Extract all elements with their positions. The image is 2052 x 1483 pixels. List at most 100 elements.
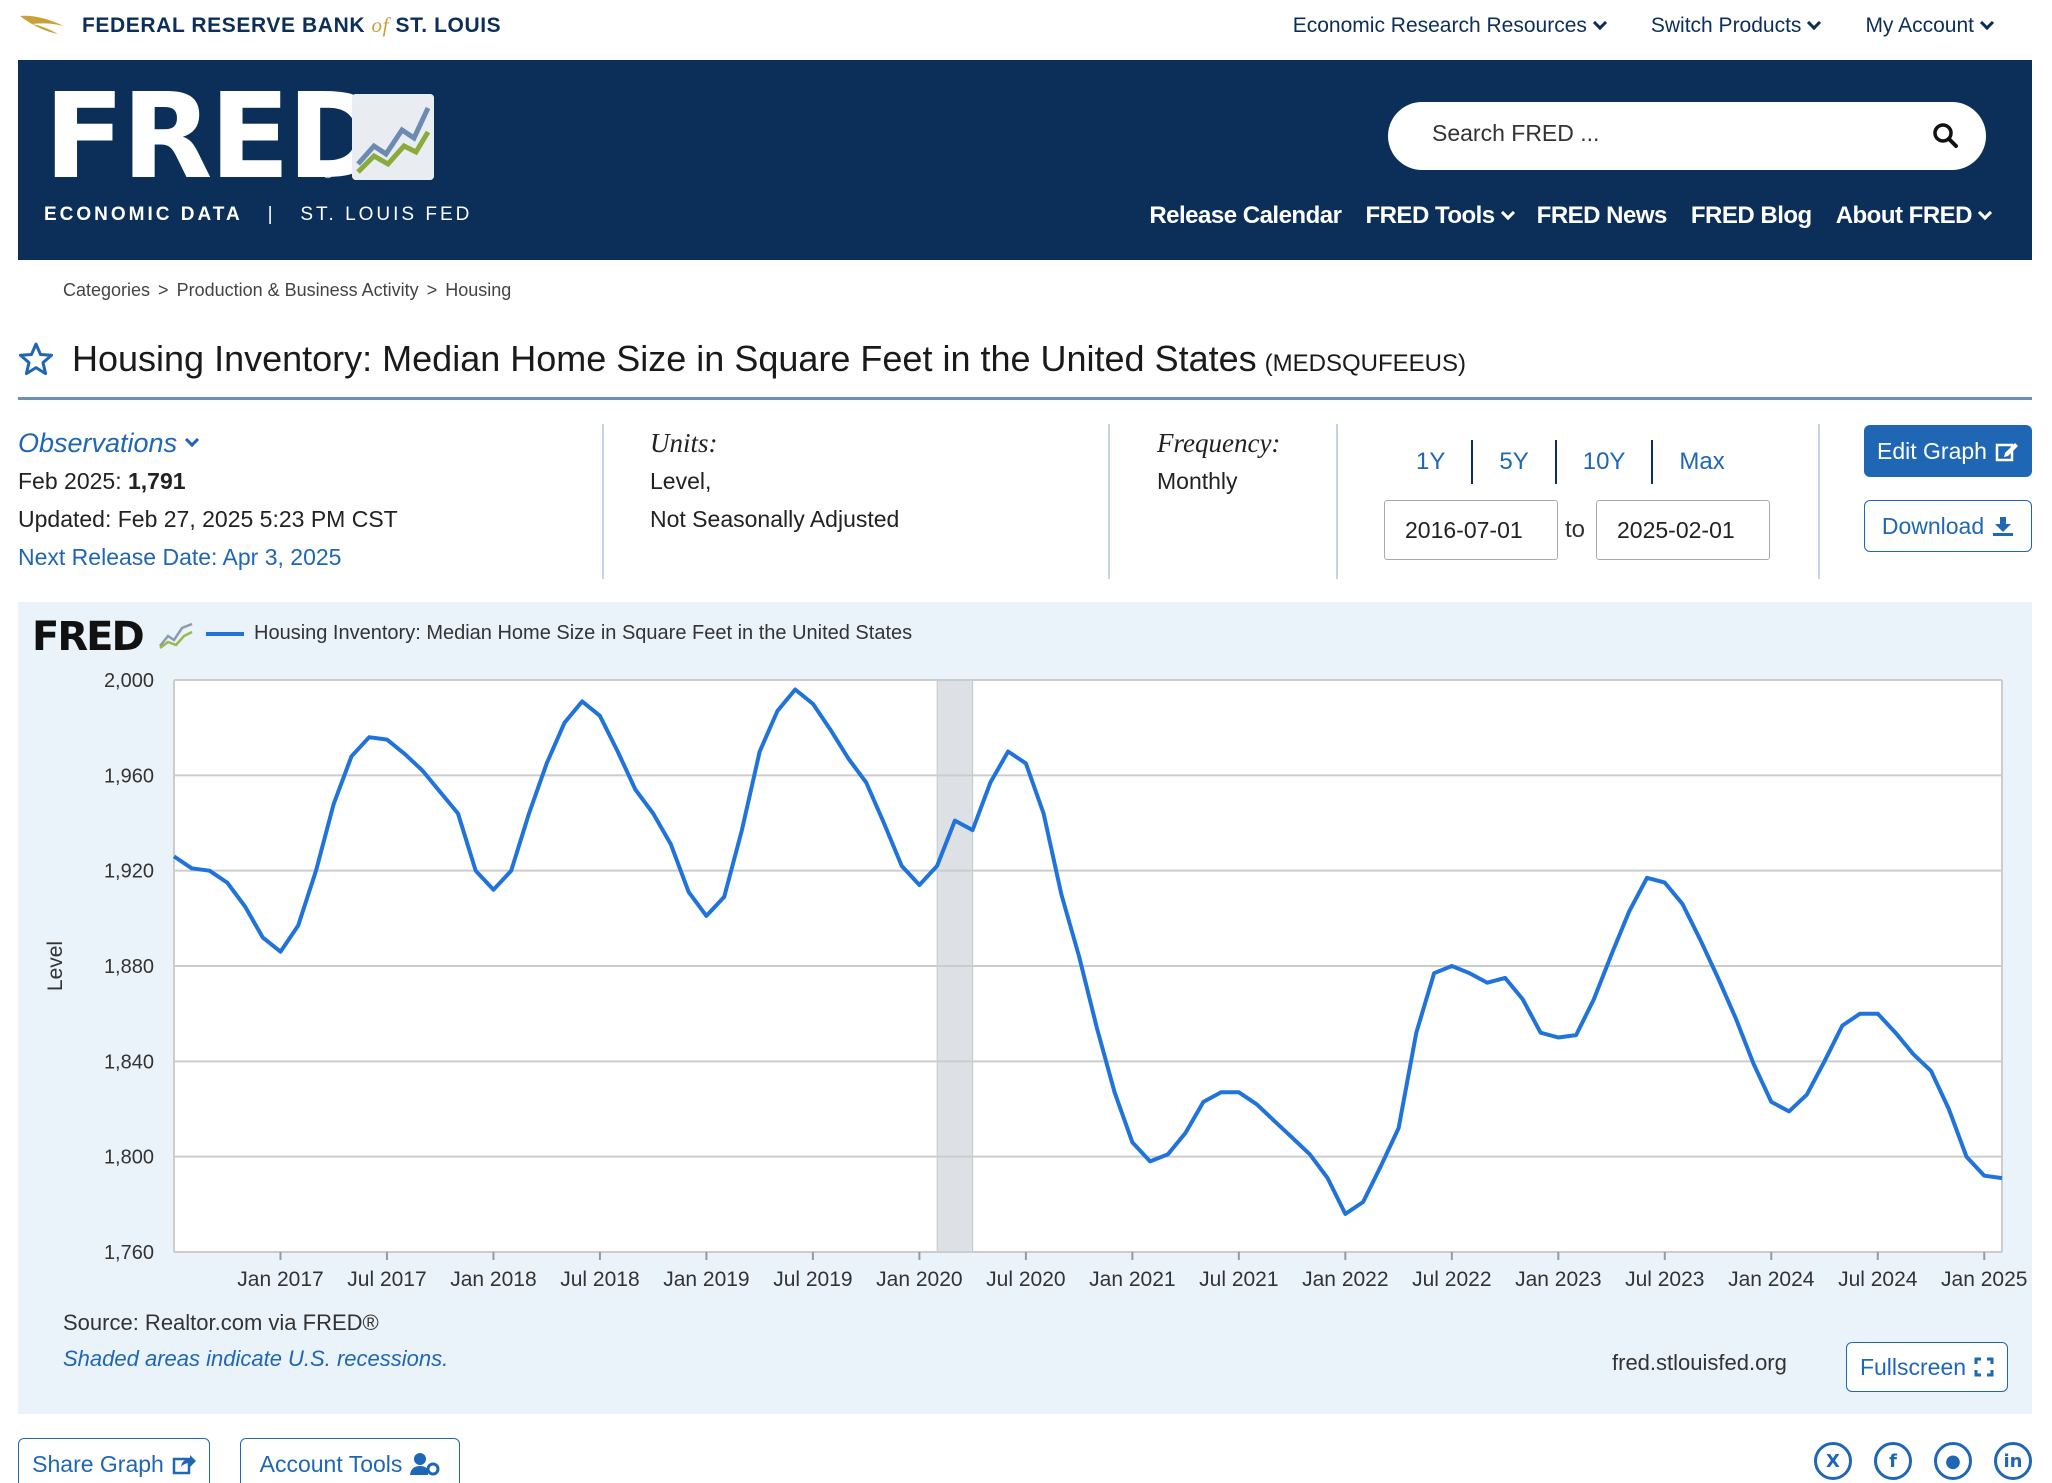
- series-title-row: Housing Inventory: Median Home Size in S…: [18, 338, 1466, 380]
- title-divider: [18, 397, 2032, 400]
- units-line-1: Level,: [650, 468, 712, 494]
- x-tick-label: Jan 2020: [876, 1268, 962, 1291]
- observations-panel: Observations Feb 2025: 1,791 Updated: Fe…: [18, 424, 398, 576]
- edit-icon: [1995, 443, 2018, 462]
- x-tick-label: Jul 2019: [773, 1268, 852, 1291]
- chevron-down-icon: [1500, 205, 1515, 221]
- nav-release-calendar[interactable]: Release Calendar: [1149, 202, 1342, 229]
- frequency-label: Frequency:: [1157, 428, 1281, 458]
- fred-header-banner: FRED ® ECONOMIC DATA | ST. LOUIS FED Rel…: [18, 60, 2032, 260]
- breadcrumb-separator: >: [158, 280, 169, 300]
- share-graph-button[interactable]: Share Graph: [18, 1438, 210, 1483]
- x-tick-label: Jul 2022: [1412, 1268, 1491, 1291]
- fullscreen-button[interactable]: Fullscreen: [1846, 1342, 2008, 1392]
- economic-research-resources-menu[interactable]: Economic Research Resources: [1293, 14, 1607, 38]
- y-tick-label: 1,960: [104, 765, 154, 787]
- legend-label: Housing Inventory: Median Home Size in S…: [254, 622, 913, 644]
- x-tick-label: Jan 2018: [450, 1268, 536, 1291]
- start-date-input[interactable]: 2016-07-01: [1384, 500, 1558, 560]
- x-tick-label: Jan 2019: [663, 1268, 749, 1291]
- column-divider: [1336, 424, 1338, 579]
- fred-logo-text[interactable]: FRED: [44, 67, 385, 205]
- breadcrumb-production[interactable]: Production & Business Activity: [176, 280, 419, 300]
- y-tick-label: 1,920: [104, 861, 154, 883]
- period-divider: [1554, 440, 1557, 484]
- top-utility-bar: FEDERAL RESERVE BANK of ST. LOUIS Econom…: [0, 0, 2052, 60]
- x-tick-label: Jan 2023: [1515, 1268, 1601, 1291]
- user-gear-icon: [410, 1453, 440, 1476]
- recession-note: Shaded areas indicate U.S. recessions.: [63, 1346, 449, 1371]
- share-graph-label: Share Graph: [32, 1450, 164, 1477]
- observations-toggle[interactable]: Observations: [18, 424, 398, 462]
- y-tick-label: 1,840: [104, 1051, 154, 1073]
- units-line-2: Not Seasonally Adjusted: [650, 506, 900, 532]
- x-tick-label: Jul 2024: [1838, 1268, 1918, 1291]
- breadcrumb-housing[interactable]: Housing: [445, 280, 512, 300]
- units-label: Units:: [650, 428, 718, 458]
- registered-mark: ®: [323, 166, 333, 181]
- facebook-icon[interactable]: f: [1874, 1442, 1912, 1480]
- download-label: Download: [1881, 512, 1985, 539]
- period-5y[interactable]: 5Y: [1499, 448, 1529, 475]
- period-1y[interactable]: 1Y: [1416, 448, 1446, 475]
- x-icon[interactable]: X: [1814, 1442, 1852, 1480]
- my-account-menu[interactable]: My Account: [1865, 14, 1995, 38]
- search-input[interactable]: [1432, 120, 1892, 147]
- frequency-value: Monthly: [1157, 468, 1238, 494]
- switch-products-menu[interactable]: Switch Products: [1651, 14, 1822, 38]
- bank-logo[interactable]: FEDERAL RESERVE BANK of ST. LOUIS: [18, 12, 501, 38]
- banner-subtitle: ECONOMIC DATA | ST. LOUIS FED: [44, 204, 473, 225]
- x-tick-label: Jul 2021: [1199, 1268, 1278, 1291]
- frequency-panel: Frequency: Monthly: [1157, 424, 1280, 500]
- x-tick-label: Jan 2017: [237, 1268, 323, 1291]
- chevron-down-icon: [1807, 15, 1822, 31]
- share-icon: [172, 1455, 196, 1475]
- bank-name: FEDERAL RESERVE BANK of ST. LOUIS: [82, 12, 502, 37]
- page-title: Housing Inventory: Median Home Size in S…: [72, 338, 1257, 379]
- y-axis-label: Level: [44, 941, 67, 991]
- download-button[interactable]: Download: [1864, 500, 2032, 552]
- y-tick-label: 1,880: [104, 956, 154, 978]
- period-divider: [1651, 440, 1654, 484]
- breadcrumb-categories[interactable]: Categories: [63, 280, 151, 300]
- next-release-link[interactable]: Next Release Date: Apr 3, 2025: [18, 544, 342, 570]
- linkedin-icon[interactable]: in: [1994, 1442, 2032, 1480]
- search-icon[interactable]: [1932, 122, 1958, 148]
- units-panel: Units: Level, Not Seasonally Adjusted: [650, 424, 899, 538]
- series-line: [172, 687, 2003, 1216]
- period-selector: 1Y 5Y 10Y Max: [1390, 440, 1751, 484]
- x-tick-label: Jan 2024: [1728, 1268, 1815, 1291]
- nav-fred-blog[interactable]: FRED Blog: [1690, 202, 1812, 229]
- account-tools-label: Account Tools: [259, 1450, 403, 1477]
- breadcrumb-separator: >: [426, 280, 438, 300]
- edit-graph-label: Edit Graph: [1877, 437, 1987, 464]
- chart-panel: FRED Housing Inventory: Median Home Size…: [18, 602, 2032, 1414]
- end-date-input[interactable]: 2025-02-01: [1596, 500, 1770, 560]
- line-chart[interactable]: 1,760 1,800 1,840 1,880 1,920 1,960 2,000 Jan 2…: [18, 602, 2032, 1302]
- latest-observation: Feb 2025: 1,791: [18, 468, 186, 494]
- column-divider: [602, 424, 604, 579]
- period-max[interactable]: Max: [1679, 448, 1725, 475]
- y-tick-label: 1,760: [104, 1242, 154, 1264]
- favorite-star-icon[interactable]: [18, 341, 54, 377]
- nav-fred-tools[interactable]: FRED Tools: [1365, 202, 1515, 230]
- x-tick-label: Jul 2023: [1625, 1268, 1704, 1291]
- series-id: (MEDSQUFEEUS): [1264, 350, 1466, 377]
- main-nav: Release Calendar FRED Tools FRED News FR…: [1149, 202, 1993, 230]
- utility-nav: Economic Research Resources Switch Produ…: [1293, 14, 1995, 38]
- breadcrumb: Categories > Production & Business Activ…: [63, 280, 511, 301]
- site-url: fred.stlouisfed.org: [1612, 1350, 1787, 1375]
- chart-source: Source: Realtor.com via FRED®: [63, 1310, 379, 1335]
- nav-fred-news[interactable]: FRED News: [1536, 202, 1668, 229]
- reddit-icon[interactable]: ●: [1934, 1442, 1972, 1480]
- nav-about-fred[interactable]: About FRED: [1836, 202, 1993, 230]
- fullscreen-icon: [1974, 1357, 1994, 1377]
- period-10y[interactable]: 10Y: [1582, 448, 1626, 475]
- search-box[interactable]: [1388, 102, 1986, 170]
- y-tick-label: 1,800: [104, 1147, 154, 1169]
- y-tick-label: 2,000: [104, 670, 154, 692]
- edit-graph-button[interactable]: Edit Graph: [1864, 425, 2032, 477]
- account-tools-button[interactable]: Account Tools: [240, 1438, 460, 1483]
- x-tick-label: Jan 2025: [1941, 1268, 2027, 1291]
- x-tick-label: Jul 2018: [560, 1268, 639, 1291]
